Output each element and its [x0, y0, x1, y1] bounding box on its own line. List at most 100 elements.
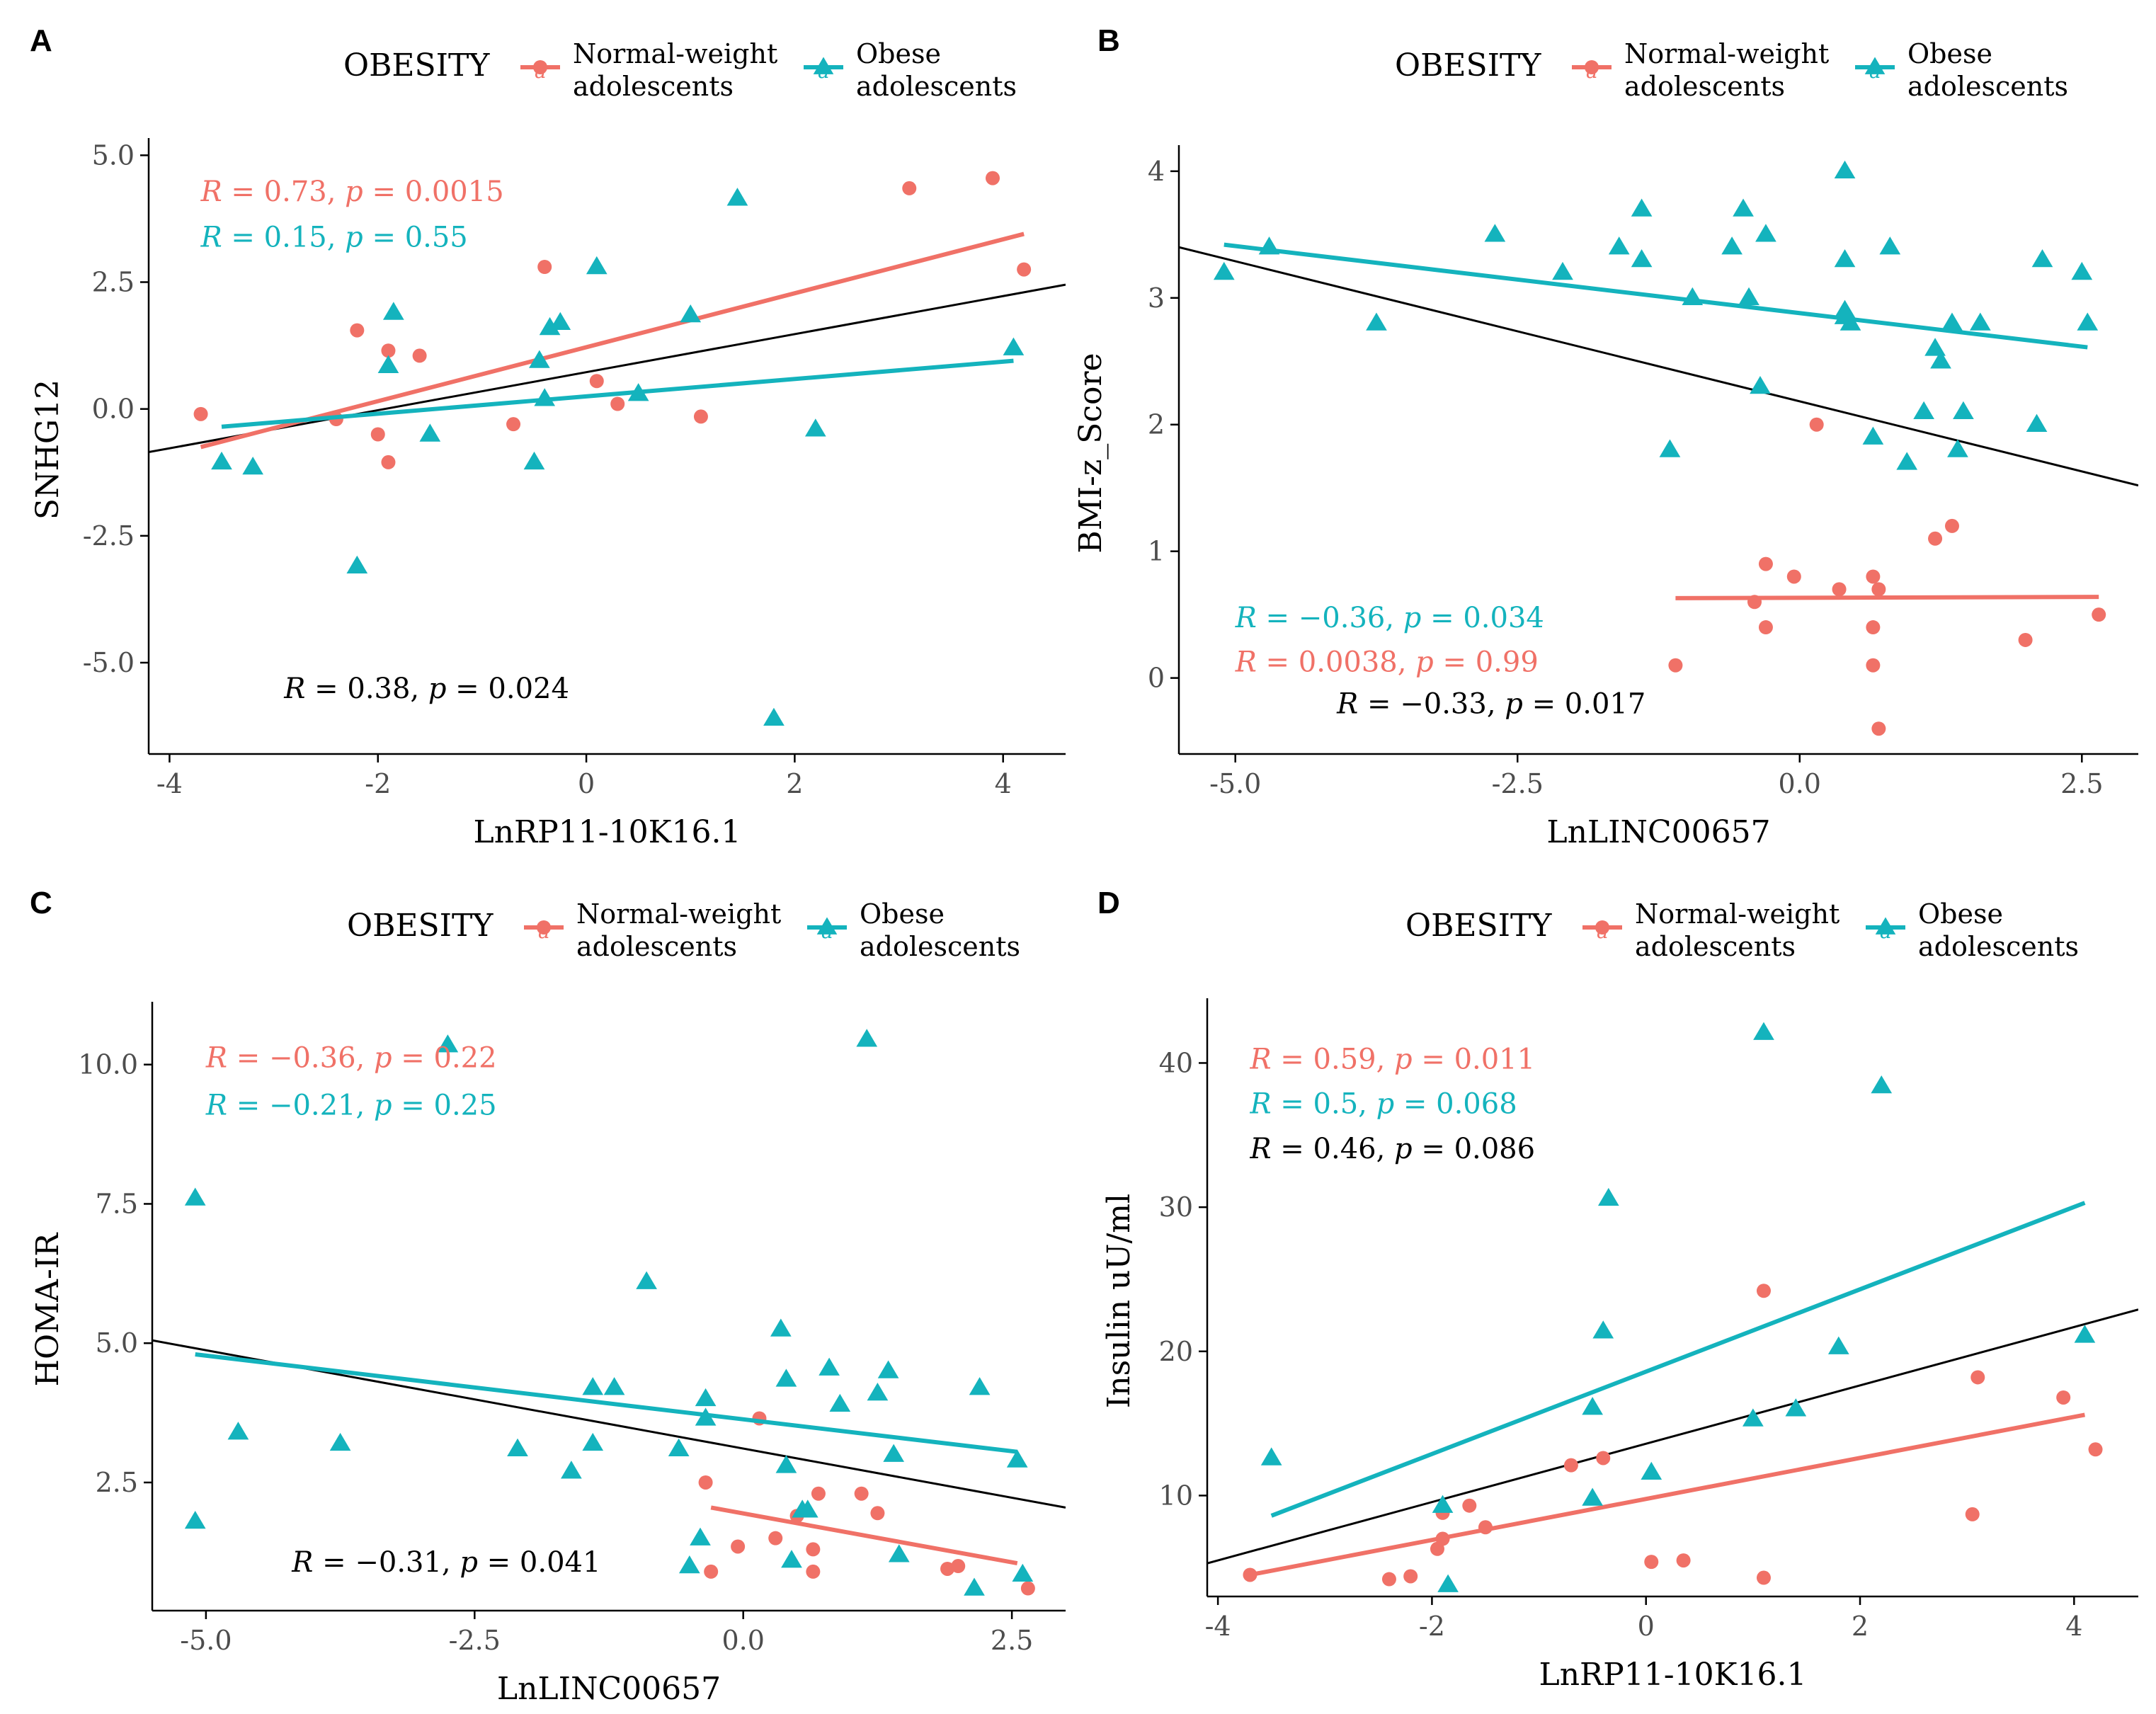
point-normal — [854, 1486, 869, 1501]
point-obese — [1682, 287, 1704, 305]
legend-label: adolescents — [1624, 71, 1785, 102]
x-tick-label: 0 — [578, 768, 595, 799]
x-tick-label: -2.5 — [449, 1625, 501, 1656]
stat-symbol: p — [1394, 1044, 1413, 1076]
point-obese — [329, 1432, 351, 1451]
point-obese — [1827, 1336, 1849, 1354]
y-tick-label: 10.0 — [78, 1049, 138, 1080]
point-obese — [797, 1499, 819, 1518]
point-normal — [1403, 1569, 1418, 1584]
point-normal — [381, 343, 396, 358]
x-axis-title: LnRP11-10K16.1 — [1539, 1657, 1807, 1693]
point-obese — [507, 1438, 528, 1456]
point-obese — [1721, 236, 1743, 255]
stat-value: = 0.0015 — [363, 176, 504, 208]
point-obese — [867, 1382, 889, 1401]
x-tick-label: 0.0 — [721, 1625, 764, 1656]
point-normal — [951, 1559, 966, 1574]
point-normal — [811, 1486, 826, 1501]
stat-symbol: p — [428, 673, 447, 705]
series-obese — [211, 188, 1025, 726]
stat-value: = −0.36, — [227, 1042, 374, 1075]
point-obese — [668, 1438, 690, 1456]
point-obese — [1366, 312, 1387, 331]
point-normal — [1435, 1531, 1450, 1546]
point-obese — [1755, 224, 1776, 242]
point-normal — [2088, 1442, 2103, 1457]
stat-symbol: R — [1249, 1133, 1271, 1165]
point-obese — [1608, 236, 1630, 255]
legend-label: Obese — [1918, 898, 2003, 930]
point-obese — [437, 1034, 459, 1053]
point-normal — [693, 409, 708, 424]
y-tick-label: 0.0 — [92, 394, 135, 425]
stat-symbol: p — [345, 221, 363, 253]
point-obese — [528, 350, 550, 368]
legend-key-marker — [537, 920, 551, 935]
point-obese — [1006, 1449, 1028, 1468]
point-obese — [877, 1360, 899, 1378]
legend-key-glyph: a — [535, 59, 547, 83]
point-obese — [523, 451, 545, 470]
point-obese — [1879, 236, 1901, 255]
fit-line-normal — [710, 1505, 1018, 1566]
point-obese — [1641, 1461, 1662, 1480]
stat-symbol: p — [374, 1042, 392, 1075]
point-obese — [1871, 1075, 1893, 1094]
stat-value: = −0.33, — [1358, 688, 1505, 721]
point-normal — [1871, 721, 1886, 736]
y-tick-label: 2.5 — [92, 267, 135, 298]
stat-symbol: R — [283, 673, 305, 705]
legend-label: Normal-weight — [1624, 38, 1829, 69]
point-obese — [856, 1029, 878, 1047]
y-axis-title: SNHG12 — [30, 379, 66, 520]
y-tick-label: 3 — [1148, 282, 1165, 314]
legend-key-marker — [1864, 57, 1886, 74]
x-tick-label: 2.5 — [2060, 768, 2103, 799]
point-obese — [1631, 198, 1653, 217]
point-obese — [1432, 1495, 1454, 1513]
point-normal — [1809, 417, 1824, 432]
stat-value: = −0.31, — [313, 1546, 460, 1579]
point-obese — [2074, 1325, 2096, 1343]
stat-symbol: R — [1235, 646, 1257, 679]
x-tick-label: -2 — [365, 768, 391, 799]
point-obese — [1785, 1398, 1807, 1417]
stat-symbol: R — [200, 176, 222, 208]
y-tick-label: 1 — [1148, 536, 1165, 567]
point-normal — [2092, 607, 2106, 622]
point-obese — [636, 1271, 657, 1289]
x-tick-label: -4 — [1205, 1611, 1231, 1642]
point-obese — [242, 457, 264, 475]
y-tick-label: 40 — [1159, 1047, 1193, 1078]
stat-symbol: R — [1336, 688, 1358, 721]
annotation-obese: R = −0.36, p = 0.034 — [1235, 602, 1544, 634]
legend-key-glyph: a — [818, 59, 830, 83]
point-obese — [1953, 401, 1974, 420]
stat-symbol: p — [345, 176, 363, 208]
point-obese — [1003, 337, 1025, 355]
point-obese — [804, 418, 826, 437]
y-tick-label: -5.0 — [83, 647, 135, 678]
point-obese — [964, 1577, 985, 1596]
overall-fit-line — [1207, 1308, 2138, 1565]
legend-label: Obese — [856, 38, 941, 69]
point-normal — [1017, 262, 1032, 277]
point-obese — [184, 1511, 206, 1529]
stat-value: = 0.041 — [478, 1546, 600, 1579]
stat-symbol: p — [1403, 602, 1422, 634]
legend-label: adolescents — [576, 931, 737, 962]
point-normal — [350, 323, 365, 338]
panel-label: A — [30, 23, 52, 58]
overall-fit-line — [149, 283, 1066, 454]
point-obese — [2026, 413, 2048, 432]
stat-value: = 0.55 — [363, 221, 468, 253]
point-normal — [1756, 1284, 1771, 1298]
